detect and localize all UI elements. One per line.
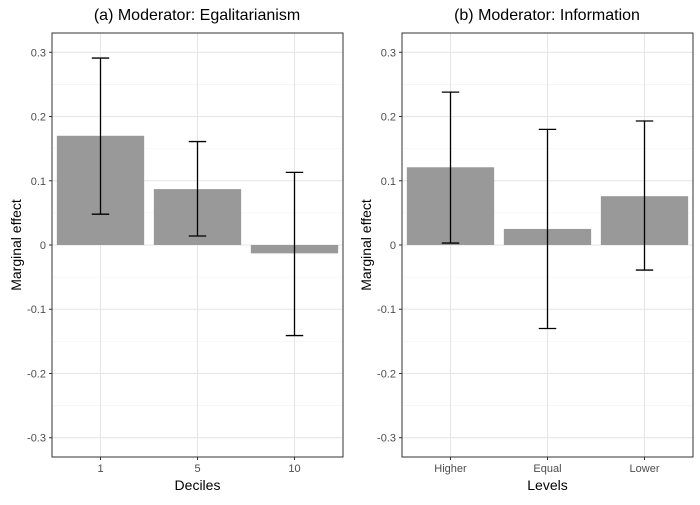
panel-a-x-tick-label-10: 10 [288, 463, 300, 475]
panel-a-y-tick-label: -0.2 [27, 368, 46, 380]
panel-a-x-tick-label-5: 5 [194, 463, 200, 475]
panel-b-x-axis-label: Levels [527, 477, 567, 493]
panel-b-x-tick-label-equal: Equal [533, 463, 561, 475]
panel-b-y-tick-label: 0 [390, 240, 396, 252]
panel-a-title: (a) Moderator: Egalitarianism [94, 7, 300, 24]
panel-a-x-tick-label-1: 1 [97, 463, 103, 475]
panel-a-y-tick-label: 0.1 [31, 176, 46, 188]
panel-b-y-tick-label: 0.2 [381, 112, 396, 124]
panel-b-x-tick-label-lower: Lower [630, 463, 660, 475]
panel-b-y-tick-label: 0.1 [381, 176, 396, 188]
panel-a-x-axis-label: Deciles [175, 477, 221, 493]
panel-b-y-tick-label: -0.1 [377, 304, 396, 316]
panel-a-y-axis-label: Marginal effect [8, 199, 24, 291]
panel-a-y-tick-label: -0.1 [27, 304, 46, 316]
panel-a-y-tick-label: 0.3 [31, 47, 46, 59]
panel-a-y-tick-label: -0.3 [27, 433, 46, 445]
panel-b-x-tick-label-higher: Higher [434, 463, 467, 475]
panel-a-y-tick-label: 0 [40, 240, 46, 252]
panel-b-y-tick-label: -0.2 [377, 368, 396, 380]
panel-b-y-tick-label: 0.3 [381, 47, 396, 59]
panel-b-y-axis-label: Marginal effect [358, 199, 374, 291]
panel-a-y-tick-label: 0.2 [31, 112, 46, 124]
panel-b-title: (b) Moderator: Information [454, 7, 640, 24]
panel-b-y-tick-label: -0.3 [377, 433, 396, 445]
